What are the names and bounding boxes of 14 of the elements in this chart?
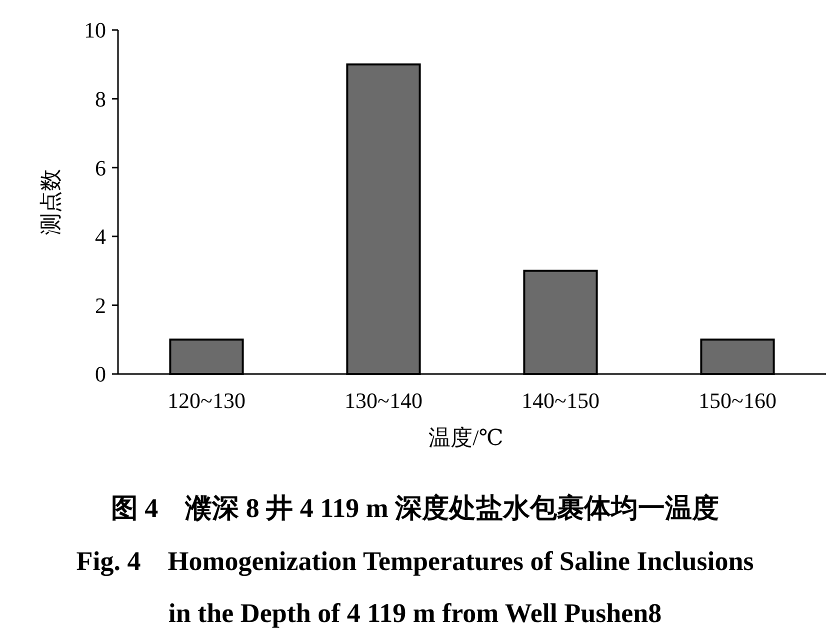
y-tick-label: 2 [95, 292, 106, 318]
text: Fig. 4 Homogenization Temperatures of Saline Inclusions in the Depth of 4 119 m from Well Pushen8 [76, 546, 754, 628]
y-tick-label: 6 [95, 155, 106, 180]
y-axis-title: 测点数 [38, 169, 63, 235]
y-tick-label: 0 [95, 362, 106, 387]
x-tick-label: 150~160 [698, 388, 776, 413]
y-tick-label: 10 [84, 18, 106, 43]
y-tick-label: 4 [95, 224, 106, 250]
text: 图 4 濮深 8 井 4 119 m 深度处盐水包裹体均一温度 [110, 493, 720, 523]
x-tick-label: 130~140 [344, 388, 422, 413]
x-tick-label: 140~150 [522, 388, 600, 413]
x-axis-title: 温度/℃ [428, 425, 504, 450]
y-tick-label: 8 [95, 86, 106, 112]
x-tick-label: 120~130 [168, 388, 246, 413]
